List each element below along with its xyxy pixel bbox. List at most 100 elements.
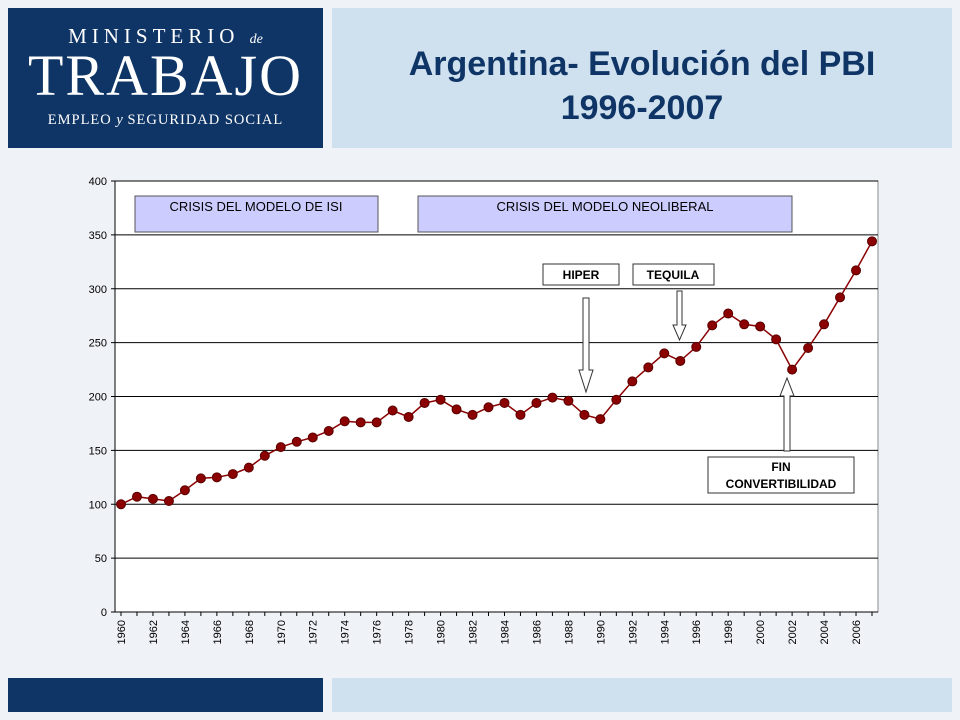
data-point xyxy=(627,376,638,387)
gdp-chart: 0 50 100 150 200 250 300 350 400 1960 1962 1964 196… xyxy=(50,170,900,670)
x-tick-label: 1968 xyxy=(244,620,256,644)
data-point xyxy=(275,442,286,453)
footer-bar-left xyxy=(8,678,323,712)
tequila-label: TEQUILA xyxy=(647,268,700,282)
data-point xyxy=(867,236,877,247)
x-tick-label: 1978 xyxy=(404,620,416,644)
data-point xyxy=(355,417,366,428)
x-tick-label: 1974 xyxy=(340,620,352,644)
x-tick-label: 1980 xyxy=(436,620,448,644)
data-point xyxy=(227,469,238,480)
data-point xyxy=(515,409,526,420)
data-point xyxy=(595,414,606,425)
y-tick-label: 300 xyxy=(89,284,107,296)
data-point xyxy=(131,491,142,502)
x-tick-label: 1970 xyxy=(276,620,288,644)
y-tick-label: 150 xyxy=(89,445,107,457)
x-tick-label: 1998 xyxy=(723,620,735,644)
data-point xyxy=(691,341,702,352)
data-point xyxy=(499,397,510,408)
data-point xyxy=(835,292,846,303)
y-tick-label: 0 xyxy=(101,607,107,619)
logo-trabajo-text: TRABAJO xyxy=(27,43,304,108)
x-tick-label: 2002 xyxy=(787,620,799,644)
data-point xyxy=(851,265,862,276)
ministry-logo: MINISTERIO de TRABAJO EMPLEO y SEGURIDAD… xyxy=(8,8,323,148)
data-point xyxy=(707,320,718,331)
logo-ministerio-text: MINISTERIO de xyxy=(68,24,263,48)
data-point xyxy=(819,319,830,330)
data-point xyxy=(179,485,190,496)
gdp-series xyxy=(116,236,877,510)
tequila-box xyxy=(632,263,715,286)
data-point xyxy=(643,362,654,373)
data-point xyxy=(243,462,254,473)
grid-lines xyxy=(114,180,879,613)
data-point xyxy=(771,334,782,345)
crisis-isi-label: CRISIS DEL MODELO DE ISI xyxy=(170,199,343,214)
tequila-arrow xyxy=(672,290,687,342)
x-tick-label: 2000 xyxy=(755,620,767,644)
data-point xyxy=(147,493,158,504)
x-tick-label: 1960 xyxy=(116,620,128,644)
page-subtitle: 1996-2007 xyxy=(560,89,724,127)
x-tick-label: 2004 xyxy=(819,620,831,644)
x-tick-label: 1988 xyxy=(563,620,575,644)
data-point xyxy=(483,402,494,413)
x-tick-label: 2006 xyxy=(851,620,863,644)
gdp-line-chart: 0 50 100 150 200 250 300 350 400 1960 1962 1964 196… xyxy=(89,176,879,644)
data-point xyxy=(323,425,334,436)
data-point xyxy=(419,397,430,408)
x-tick-label: 1962 xyxy=(148,620,160,644)
data-point xyxy=(163,496,174,507)
data-point xyxy=(675,355,686,366)
fin-convertibilidad-box xyxy=(707,456,855,494)
data-point xyxy=(531,397,542,408)
crisis-isi-box xyxy=(134,195,379,233)
data-point xyxy=(803,343,814,354)
logo-de-text: de xyxy=(249,32,263,47)
data-point xyxy=(739,319,750,330)
data-point xyxy=(611,394,622,405)
data-point xyxy=(659,348,670,359)
data-point xyxy=(259,450,270,461)
convertibilidad-label: CONVERTIBILIDAD xyxy=(726,477,837,491)
data-point xyxy=(403,411,414,422)
axes xyxy=(111,180,878,616)
y-tick-labels: 0 50 100 150 200 250 300 350 400 xyxy=(89,176,107,619)
data-point xyxy=(563,395,574,406)
x-tick-label: 1966 xyxy=(212,620,224,644)
data-point xyxy=(339,416,350,427)
data-point xyxy=(387,405,398,416)
fin-label: FIN xyxy=(771,460,790,474)
hiper-box xyxy=(542,263,620,286)
data-point xyxy=(307,432,318,443)
y-tick-label: 200 xyxy=(89,392,107,404)
data-point xyxy=(547,392,558,403)
x-tick-label: 1964 xyxy=(180,620,192,644)
x-tick-label: 1986 xyxy=(531,620,543,644)
y-tick-label: 400 xyxy=(89,176,107,188)
x-tick-labels: 1960 1962 1964 1966 1968 1970 1972 1974 1976 1978… xyxy=(116,620,863,644)
data-point xyxy=(211,472,222,483)
y-tick-label: 100 xyxy=(89,499,107,511)
data-point xyxy=(371,417,382,428)
hiper-label: HIPER xyxy=(563,268,600,282)
x-tick-label: 1984 xyxy=(499,620,511,644)
data-point xyxy=(195,473,206,484)
hiper-arrow xyxy=(578,297,594,394)
x-tick-label: 1976 xyxy=(372,620,384,644)
x-tick-label: 1994 xyxy=(659,620,671,644)
logo-y-text: y xyxy=(116,112,123,128)
x-tick-label: 1990 xyxy=(595,620,607,644)
y-tick-label: 350 xyxy=(89,230,107,242)
y-tick-label: 50 xyxy=(95,553,107,565)
data-point xyxy=(451,404,462,415)
x-tick-label: 1996 xyxy=(691,620,703,644)
logo-empleo-text: EMPLEO y SEGURIDAD SOCIAL xyxy=(47,112,284,128)
data-point xyxy=(787,364,798,375)
y-tick-label: 250 xyxy=(89,338,107,350)
data-point xyxy=(723,308,734,319)
data-point xyxy=(467,409,478,420)
data-point xyxy=(116,499,126,510)
